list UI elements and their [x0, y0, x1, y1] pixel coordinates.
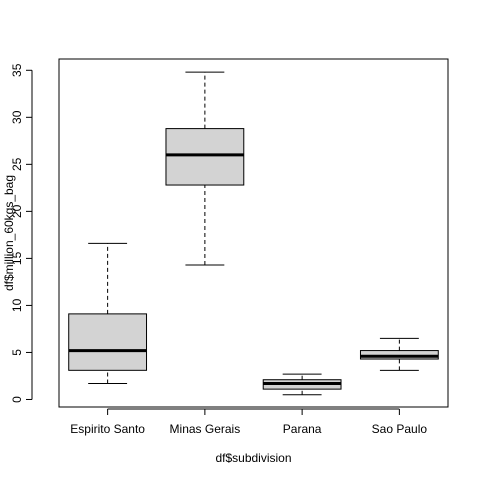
- x-axis-title: df$subdivision: [215, 451, 291, 465]
- y-tick-label: 0: [10, 396, 24, 403]
- plot-frame: [58, 58, 449, 408]
- x-tick-label: Espirito Santo: [70, 422, 145, 436]
- box-group: [262, 373, 342, 396]
- x-axis: Espirito Santo Minas Gerais Parana Sao Paul…: [70, 408, 428, 436]
- iqr-box: [165, 128, 245, 186]
- box-group: [68, 242, 148, 384]
- boxes-layer: [68, 71, 439, 396]
- x-tick-label: Parana: [283, 422, 322, 436]
- iqr-box: [68, 313, 148, 371]
- box-group: [359, 337, 439, 371]
- y-axis: 0 5 10 15 20 25 30 35: [10, 63, 33, 403]
- y-tick-label: 30: [10, 110, 24, 124]
- y-tick-label: 25: [10, 157, 24, 171]
- y-tick-label: 5: [10, 349, 24, 356]
- y-tick-label: 35: [10, 63, 24, 77]
- y-tick-label: 10: [10, 298, 24, 312]
- box-group: [165, 71, 245, 266]
- y-axis-title: df$million_60kgs_bag: [2, 175, 16, 291]
- x-tick-label: Sao Paulo: [372, 422, 428, 436]
- x-tick-label: Minas Gerais: [170, 422, 241, 436]
- y-tick-label: 15: [10, 251, 24, 265]
- y-tick-label: 20: [10, 204, 24, 218]
